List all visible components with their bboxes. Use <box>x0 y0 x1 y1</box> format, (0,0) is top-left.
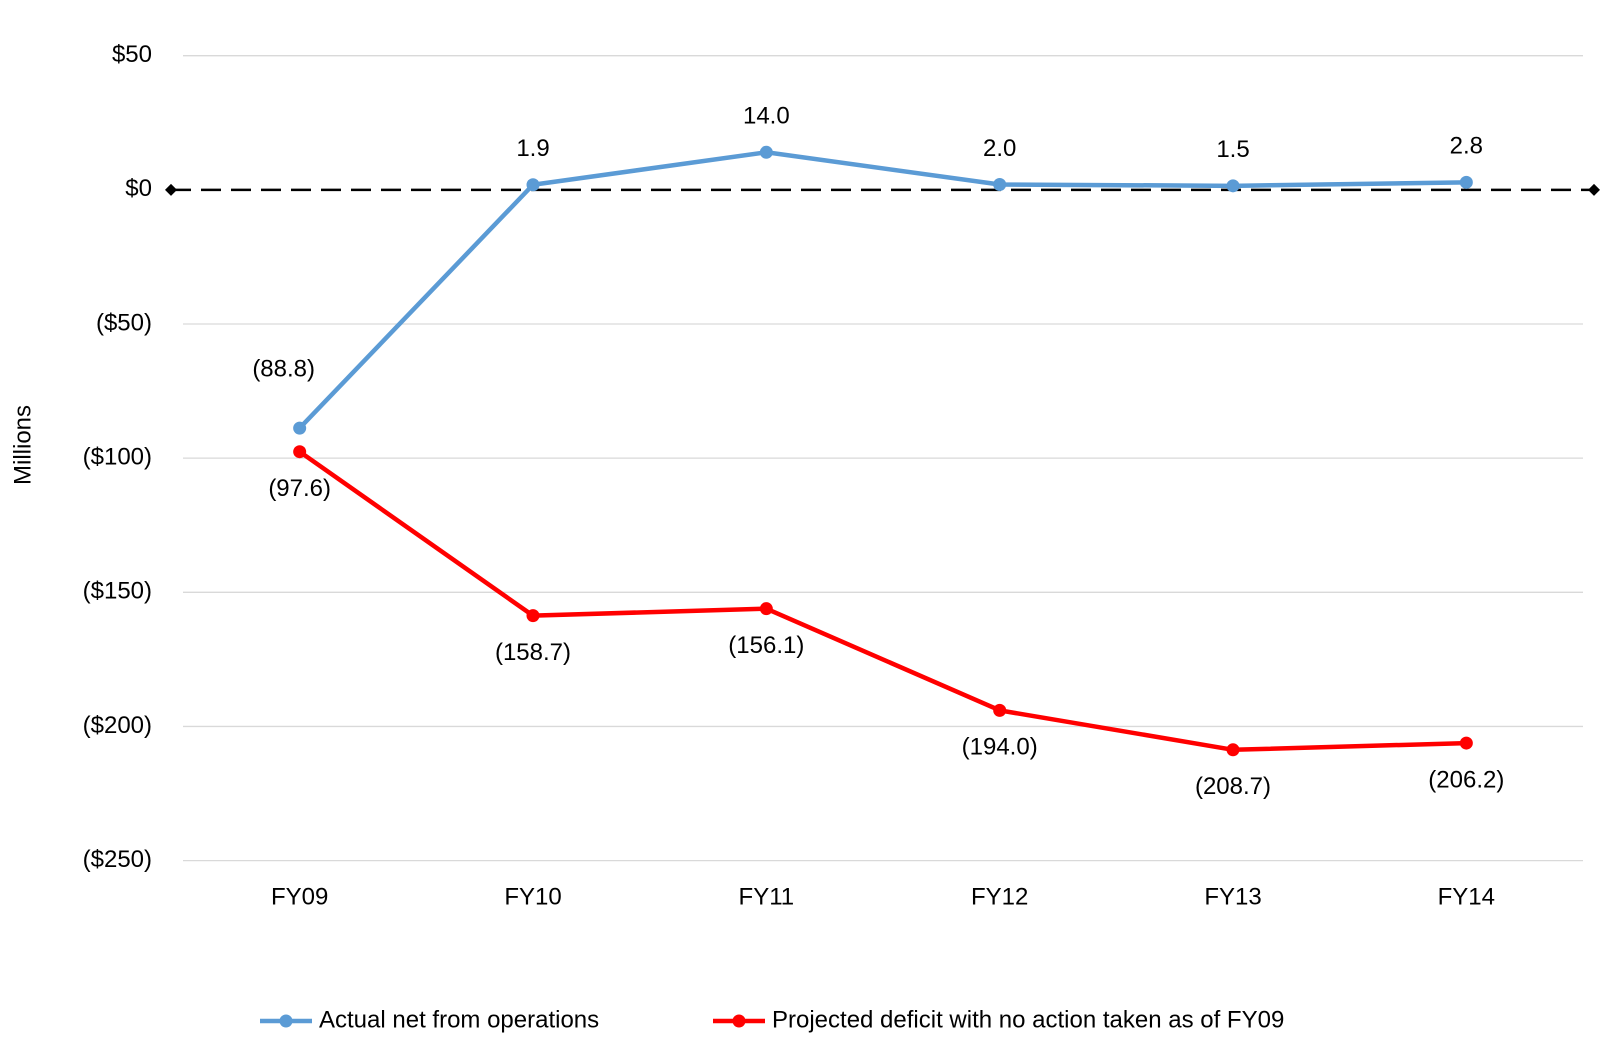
legend-label: Actual net from operations <box>319 1006 599 1033</box>
y-tick-label: ($150) <box>83 578 152 605</box>
data-label: (206.2) <box>1428 766 1504 793</box>
x-tick-label: FY11 <box>739 883 795 910</box>
point <box>526 178 540 192</box>
point <box>759 145 773 159</box>
point <box>993 703 1007 717</box>
x-tick-label: FY12 <box>971 883 1028 910</box>
series-line <box>298 150 1467 430</box>
zero-line-marker <box>1588 183 1600 196</box>
x-tick-label: FY09 <box>271 883 328 910</box>
point <box>1226 179 1240 193</box>
point <box>1226 743 1240 757</box>
data-label: 1.9 <box>516 135 549 162</box>
point <box>759 602 773 616</box>
x-tick-label: FY14 <box>1438 883 1495 910</box>
zero-line-marker <box>165 183 177 196</box>
data-label: (208.7) <box>1195 773 1271 800</box>
point <box>293 445 307 459</box>
series-line <box>298 449 1467 753</box>
point <box>993 177 1007 191</box>
y-tick-label: ($100) <box>83 443 152 470</box>
data-label: (97.6) <box>268 475 331 502</box>
y-tick-label: $50 <box>112 41 152 68</box>
point <box>1459 736 1473 750</box>
point <box>293 421 307 435</box>
legend-label: Projected deficit with no action taken a… <box>772 1006 1284 1033</box>
x-tick-label: FY13 <box>1204 883 1261 910</box>
data-label: 2.0 <box>983 135 1016 162</box>
y-tick-label: $0 <box>125 175 152 202</box>
point <box>526 609 540 623</box>
data-label: 2.8 <box>1450 133 1483 160</box>
data-label: 14.0 <box>743 103 790 130</box>
data-label: (158.7) <box>495 639 571 666</box>
y-tick-label: ($200) <box>83 712 152 739</box>
data-label: (88.8) <box>252 355 315 382</box>
legend-marker <box>279 1014 293 1028</box>
y-tick-label: ($50) <box>96 309 152 336</box>
y-axis-label: Millions <box>9 405 36 485</box>
y-tick-label: ($250) <box>83 846 152 873</box>
data-label: (156.1) <box>728 632 804 659</box>
data-label: 1.5 <box>1216 136 1249 163</box>
data-label: (194.0) <box>962 734 1038 761</box>
point <box>1459 175 1473 189</box>
x-tick-label: FY10 <box>504 883 561 910</box>
legend-marker <box>732 1014 746 1028</box>
